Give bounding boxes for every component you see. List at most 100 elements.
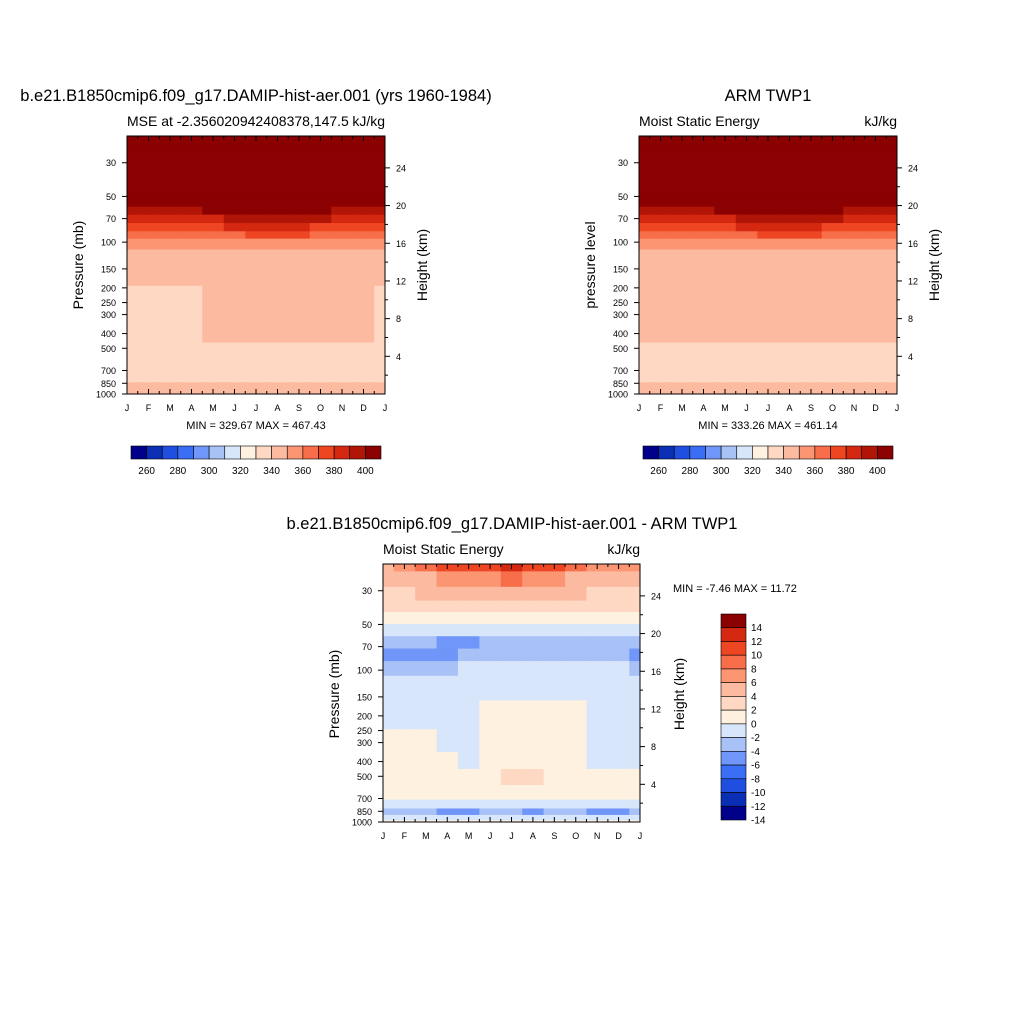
contour-cell [714,196,737,208]
contour-cell [309,149,332,177]
contour-cell [457,768,480,786]
contour-cell [671,231,694,240]
contour-cell [383,600,395,613]
obs-main-title: ARM TWP1 [725,87,812,105]
contour-cell [629,571,640,588]
contour-cell [331,214,354,224]
contour-cell [180,206,203,216]
contour-cell [457,636,480,650]
contour-cell [649,285,672,344]
x-tick-label: J [895,403,900,413]
contour-cell [629,808,640,816]
contour-cell [137,342,160,383]
colorbar-box [720,696,747,711]
colorbar-box [752,445,769,460]
y2-tick-label: 16 [651,667,661,677]
contour-cell [331,238,354,251]
contour-cell [821,249,844,287]
contour-cell [586,648,609,662]
contour-cell [607,752,630,770]
contour-cell [649,223,672,232]
contour-cell [843,342,866,383]
contour-cell [415,784,438,801]
contour-cell [457,661,480,677]
contour-cell [565,808,588,816]
colorbar-box [736,445,753,460]
contour-cell [266,149,289,177]
contour-cell [671,176,694,197]
y-tick-label: 400 [357,757,372,767]
contour-cell [671,149,694,177]
contour-cell [886,342,897,383]
contour-cell [352,382,375,394]
x-tick-label: J [125,403,130,413]
contour-cell [607,611,630,625]
contour-cell [543,571,566,588]
x-tick-label: A [786,403,792,413]
y2-tick-label: 24 [396,163,406,173]
colorbar-box [814,445,831,460]
contour-cell [309,238,332,251]
contour-cell [436,799,459,810]
contour-cell [457,571,480,588]
y2-tick-label: 20 [396,201,406,211]
contour-cell [821,285,844,344]
colorbar-label: -8 [751,774,760,785]
contour-cell [383,729,395,753]
contour-cell [500,571,523,588]
contour-cell [586,729,609,753]
contour-cell [383,611,395,625]
contour-cell [522,729,545,753]
y-tick-label: 1000 [608,390,628,400]
contour-cell [692,249,715,287]
contour-cell [735,206,758,216]
contour-cell [586,675,609,701]
y-tick-label: 50 [106,192,116,202]
contour-cell [415,661,438,677]
contour-cell [393,611,416,625]
contour-cell [864,196,887,208]
contour-cell [800,382,823,394]
model-main-title: b.e21.B1850cmip6.f09_g17.DAMIP-hist-aer.… [20,87,491,105]
contour-cell [692,238,715,251]
contour-cell [159,238,182,251]
colorbar-box [271,445,288,460]
contour-cell [565,624,588,637]
contour-cell [223,249,246,287]
colorbar-label: 400 [869,466,886,477]
contour-cell [202,214,225,224]
contour-cell [778,176,801,197]
contour-cell [821,342,844,383]
contour-cell [127,285,139,344]
contour-cell [821,136,844,150]
colorbar-box [658,445,675,460]
contour-cell [639,382,651,394]
contour-cell [607,808,630,816]
contour-cell [565,752,588,770]
contour-cell [778,249,801,287]
contour-cell [522,799,545,810]
contour-cell [692,149,715,177]
y-tick-label: 1000 [352,818,372,828]
contour-cell [202,382,225,394]
diff-plot-area: J F M A M J J A S O N D J 30 50 70 100 150 200 250 300 400 500… [352,563,661,841]
contour-cell [843,196,866,208]
contour-cell [457,675,480,701]
contour-cell [393,729,416,753]
contour-cell [436,571,459,588]
contour-cell [223,382,246,394]
contour-cell [374,342,385,383]
contour-cell [886,176,897,197]
contour-cell [223,214,246,224]
contour-cell [436,600,459,613]
contour-cell [757,206,780,216]
contour-cell [436,752,459,770]
contour-cell [245,285,268,344]
contour-cell [159,231,182,240]
contour-cell [127,206,139,216]
contour-cell [127,136,139,150]
colorbar-label: 340 [775,466,792,477]
y2-tick-label: 24 [908,163,918,173]
contour-cell [137,382,160,394]
contour-cell [500,611,523,625]
